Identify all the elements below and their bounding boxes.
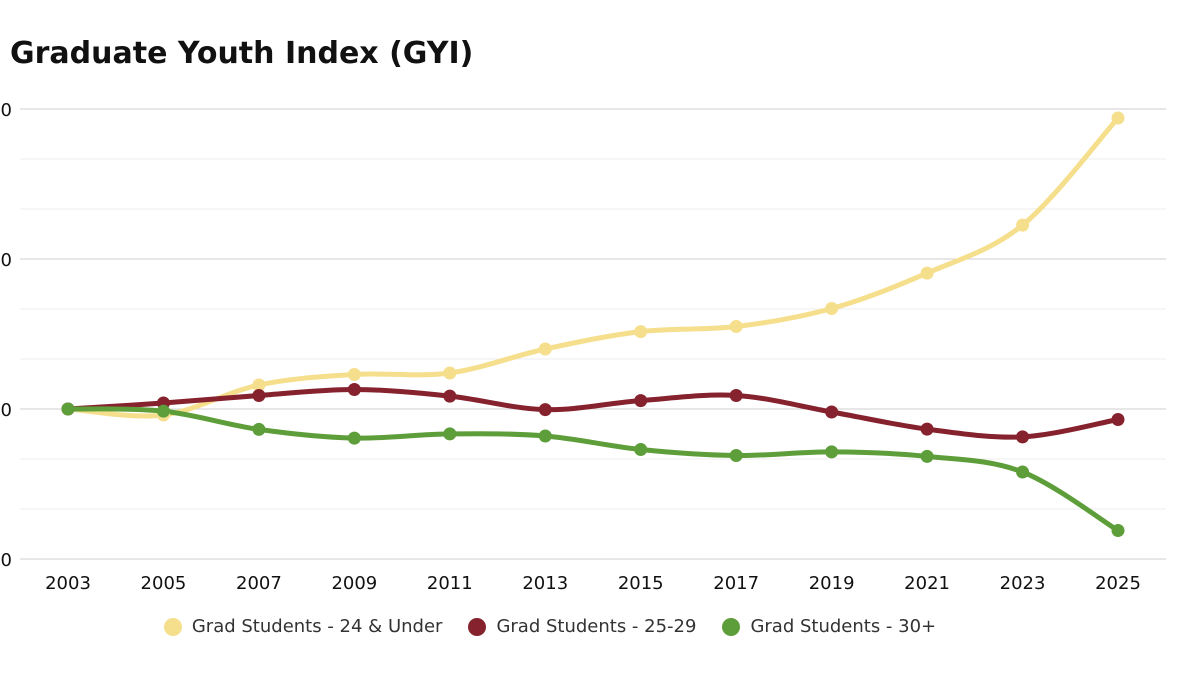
legend-swatch-icon xyxy=(722,617,741,636)
x-tick-label: 2015 xyxy=(618,573,664,594)
x-tick-label: 2013 xyxy=(522,573,568,594)
legend-swatch-icon xyxy=(163,617,182,636)
data-point[interactable] xyxy=(1016,465,1030,479)
y-tick-label: 0 xyxy=(1,400,12,421)
legend-item[interactable]: Grad Students - 25-29 xyxy=(468,616,696,637)
data-point[interactable] xyxy=(825,302,839,315)
data-point[interactable] xyxy=(443,389,457,403)
y-tick-label: 0 xyxy=(1,250,12,271)
data-point[interactable] xyxy=(252,378,266,392)
data-point[interactable] xyxy=(538,403,552,417)
x-tick-label: 2003 xyxy=(45,573,91,594)
data-point[interactable] xyxy=(825,445,839,459)
data-point[interactable] xyxy=(729,320,743,333)
legend-label: Grad Students - 25-29 xyxy=(496,616,697,637)
series-line-1 xyxy=(65,115,1121,419)
x-tick-label: 2025 xyxy=(1095,573,1141,594)
data-point[interactable] xyxy=(920,266,934,280)
y-tick-label: 0 xyxy=(1,100,12,121)
series-lines xyxy=(65,115,1121,533)
legend-swatch-icon xyxy=(468,617,487,636)
data-point[interactable] xyxy=(443,427,457,441)
legend-item[interactable]: Grad Students - 30+ xyxy=(722,616,936,637)
data-point[interactable] xyxy=(538,342,552,356)
x-tick-label: 2011 xyxy=(427,573,473,594)
data-point[interactable] xyxy=(634,394,648,408)
data-point[interactable] xyxy=(1016,430,1030,444)
chart-title: Graduate Youth Index (GYI) xyxy=(10,36,474,71)
data-point[interactable] xyxy=(920,422,934,436)
y-axis-ticks: 0 0 0 0 xyxy=(1,100,12,571)
data-point[interactable] xyxy=(252,422,266,436)
data-point[interactable] xyxy=(634,325,648,339)
legend: Grad Students - 24 & Under Grad Students … xyxy=(0,616,1100,637)
y-tick-label: 0 xyxy=(1,550,12,571)
data-point[interactable] xyxy=(1016,218,1030,232)
grid-lines xyxy=(20,108,1166,560)
data-point[interactable] xyxy=(634,443,648,456)
data-point[interactable] xyxy=(538,429,552,443)
legend-label: Grad Students - 30+ xyxy=(750,616,937,637)
data-point[interactable] xyxy=(825,405,839,419)
series-line-3 xyxy=(65,406,1121,533)
data-point[interactable] xyxy=(252,389,266,402)
data-point[interactable] xyxy=(347,431,361,445)
data-point[interactable] xyxy=(1111,413,1125,426)
x-tick-label: 2023 xyxy=(1000,573,1046,594)
data-point[interactable] xyxy=(920,449,934,463)
x-axis-ticks: 2003 2005 2007 2009 2011 2013 2015 2017 2019 2021… xyxy=(45,573,1141,594)
data-point[interactable] xyxy=(347,383,361,396)
series-points xyxy=(61,111,1125,537)
data-point[interactable] xyxy=(1111,111,1125,125)
x-tick-label: 2017 xyxy=(713,573,759,594)
data-point[interactable] xyxy=(1111,524,1125,537)
x-tick-label: 2021 xyxy=(904,573,950,594)
data-point[interactable] xyxy=(443,366,457,380)
legend-item[interactable]: Grad Students - 24 & Under xyxy=(163,616,443,637)
data-point[interactable] xyxy=(61,402,75,416)
data-point[interactable] xyxy=(347,368,361,381)
x-tick-label: 2019 xyxy=(809,573,855,594)
x-tick-label: 2007 xyxy=(236,573,282,594)
data-point[interactable] xyxy=(156,404,170,418)
legend-label: Grad Students - 24 & Under xyxy=(191,616,443,637)
data-point[interactable] xyxy=(729,389,743,402)
data-point[interactable] xyxy=(729,449,743,462)
x-tick-label: 2005 xyxy=(141,573,187,594)
x-tick-label: 2009 xyxy=(331,573,377,594)
series-line-2 xyxy=(65,386,1121,440)
